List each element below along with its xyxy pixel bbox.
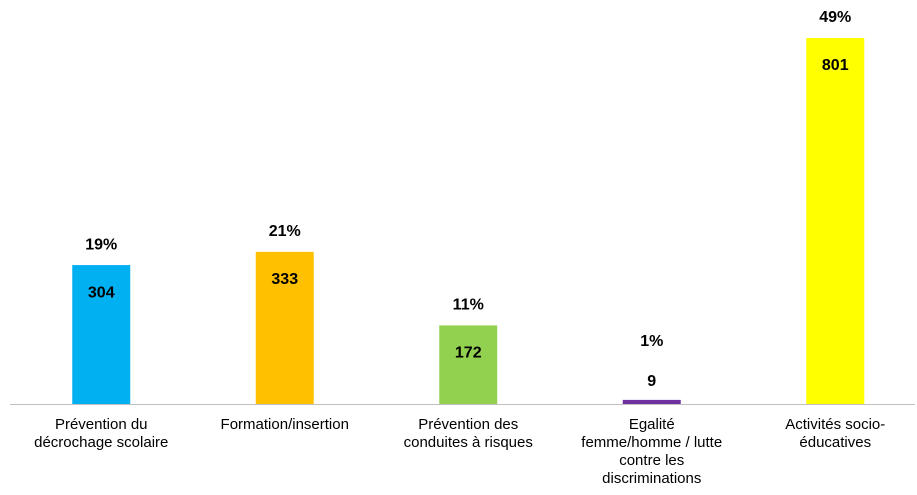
value-label: 304 — [88, 284, 115, 301]
share-label: 19% — [85, 236, 117, 253]
share-label: 49% — [819, 9, 851, 26]
bar — [72, 265, 131, 404]
value-label: 9 — [647, 373, 656, 390]
share-label: 11% — [453, 297, 484, 314]
category-label: Egalité femme/homme / lutte contre les d… — [581, 416, 723, 487]
share-label: 21% — [269, 223, 301, 240]
value-label: 801 — [822, 57, 849, 74]
category-label: Prévention des conduites à risques — [403, 416, 533, 451]
category-label: Formation/insertion — [220, 416, 349, 433]
value-label: 333 — [271, 271, 298, 288]
value-label: 172 — [455, 345, 482, 362]
category-label: Activités socio- éducatives — [785, 416, 886, 451]
bar — [622, 399, 681, 404]
category-label: Prévention du décrochage scolaire — [34, 416, 169, 451]
bar — [439, 325, 498, 404]
bar — [255, 251, 314, 404]
share-label: 1% — [640, 333, 663, 350]
bar — [806, 38, 865, 404]
